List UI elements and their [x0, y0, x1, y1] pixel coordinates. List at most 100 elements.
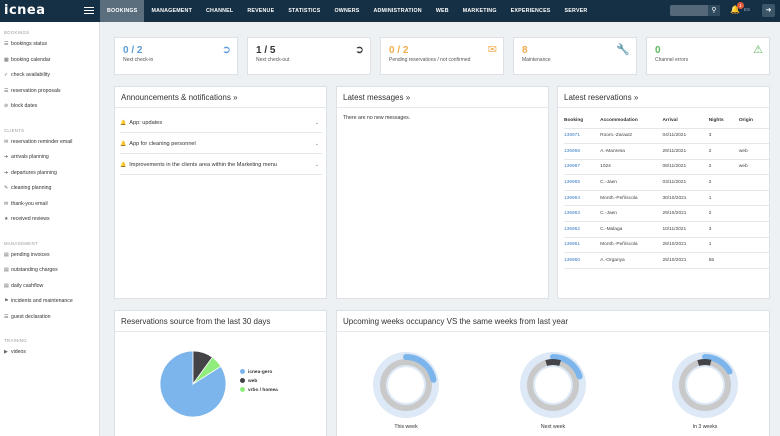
table-row[interactable]: 136963 C.-Jaen 29/10/2021 2	[564, 205, 769, 223]
chevron-down-icon[interactable]: ⌄	[314, 162, 319, 168]
sidebar-item-cleaning-planning[interactable]: ✎ cleaning planning	[4, 185, 51, 191]
column-header-arrival[interactable]: Arrival	[662, 114, 709, 129]
legend-item[interactable]: icnea-gero	[240, 369, 272, 375]
sidebar-item-block-dates[interactable]: ⊘ block dates	[4, 103, 37, 109]
sidebar-section-title: MANAGEMENT	[4, 240, 38, 246]
legend-label: vrbo / homea	[248, 387, 278, 393]
sidebar-item-bookings-status[interactable]: ☰ bookings status	[4, 41, 47, 47]
sidebar-item-check-availability[interactable]: ✓ check availability	[4, 72, 50, 78]
table-row[interactable]: 136968 A.-Manresa 29/11/2021 2 web	[564, 143, 769, 160]
gauge-this-year-arc[interactable]	[702, 354, 733, 375]
gauge-this-year-arc[interactable]	[403, 354, 437, 383]
sidebar-item-received-reviews[interactable]: ★ received reviews	[4, 216, 50, 222]
column-header-accommodation[interactable]: Accommodation	[600, 114, 663, 129]
nav-tab-owners[interactable]: OWNERS	[334, 8, 360, 14]
menu-icon[interactable]	[84, 5, 94, 15]
gauge-last-year-arc[interactable]	[697, 359, 712, 366]
search-icon[interactable]: ⚲	[708, 5, 720, 16]
nav-tab-web[interactable]: WEB	[435, 8, 449, 14]
source-panel: Reservations source from the last 30 day…	[114, 310, 327, 436]
booking-link[interactable]: 136962	[564, 221, 601, 238]
logo[interactable]: icnea	[4, 3, 46, 18]
announcement-item[interactable]: 🔔 App for cleaning personnel ⌄	[120, 135, 322, 154]
sidebar-item-departures-planning[interactable]: ➜ departures planning	[4, 170, 57, 176]
nav-tab-experiences[interactable]: EXPERIENCES	[510, 8, 551, 14]
nav-tab-marketing[interactable]: MARKETING	[462, 8, 497, 14]
table-row[interactable]: 136961 Month.-Peñíscola 28/10/2021 1	[564, 237, 769, 254]
stat-card[interactable]: 0 / 2 Next check-in ➲	[114, 37, 238, 75]
announcements-title[interactable]: Announcements & notifications »	[121, 93, 238, 102]
table-row[interactable]: 136960 A.-Organya 25/10/2021 55	[564, 252, 769, 269]
sidebar-item-reservation-reminder-email[interactable]: ✉ reservation reminder email	[4, 139, 72, 145]
announcement-item[interactable]: 🔔 App: updates ⌄	[120, 114, 322, 133]
table-row[interactable]: 136962 C.-Malaga 10/11/2021 3	[564, 221, 769, 238]
sidebar-item-incidents-and-maintenance[interactable]: ⚑ incidents and maintenance	[4, 298, 73, 304]
booking-link[interactable]: 136961	[564, 237, 601, 254]
occupancy-title: Upcoming weeks occupancy VS the same wee…	[343, 317, 568, 326]
envelope-icon: ✉	[487, 44, 497, 56]
sidebar-item-videos[interactable]: ▶ videos	[4, 349, 26, 355]
divider	[558, 107, 769, 108]
column-header-nights[interactable]: Nights	[708, 114, 739, 129]
nav-tab-administration[interactable]: ADMINISTRATION	[373, 8, 422, 14]
stat-card[interactable]: 0 / 2 Pending reservations / not confirme…	[380, 37, 504, 75]
stat-label: Maintenance	[522, 57, 551, 63]
nav-tab-revenue[interactable]: REVENUE	[247, 8, 275, 14]
bell-icon: 🔔	[120, 141, 127, 147]
pie-slice-vrbo-homea[interactable]	[192, 356, 222, 385]
booking-link[interactable]: 136964	[564, 190, 601, 207]
block-icon: ⊘	[4, 103, 9, 109]
booking-link[interactable]: 136971	[564, 128, 601, 145]
announcement-item[interactable]: 🔔 Improvements in the clients area within…	[120, 156, 322, 175]
column-header-booking[interactable]: Booking	[564, 114, 601, 129]
nav-tab-server[interactable]: SERVER	[564, 8, 588, 14]
reservations-title[interactable]: Latest reservations »	[564, 93, 639, 102]
table-cell: C.-Jaen	[600, 205, 663, 223]
sidebar-item-booking-calendar[interactable]: ▦ booking calendar	[4, 57, 51, 63]
messages-title[interactable]: Latest messages »	[343, 93, 411, 102]
booking-link[interactable]: 136960	[564, 252, 601, 269]
language-selector[interactable]: ES	[744, 7, 751, 12]
search-input[interactable]: ⚲	[670, 5, 720, 16]
stat-card[interactable]: 8 Maintenance 🔧	[513, 37, 637, 75]
nav-tab-channel[interactable]: CHANNEL	[206, 8, 234, 14]
stat-card[interactable]: 1 / 5 Next check-out ➲	[247, 37, 371, 75]
chevron-down-icon[interactable]: ⌄	[314, 120, 319, 126]
booking-link[interactable]: 136967	[564, 159, 601, 176]
table-cell: 28/10/2021	[662, 237, 709, 254]
table-row[interactable]: 136964 Month.-Peñíscola 30/10/2021 1	[564, 190, 769, 207]
table-cell: A.-Organya	[600, 252, 663, 269]
table-cell	[738, 190, 769, 207]
sidebar-item-reservation-proposals[interactable]: ☰ reservation proposals	[4, 88, 61, 94]
booking-link[interactable]: 136968	[564, 143, 601, 160]
booking-link[interactable]: 136963	[564, 205, 601, 223]
nav-tab-bookings[interactable]: BOOKINGS	[100, 0, 145, 22]
logout-icon[interactable]: ➜	[762, 4, 775, 17]
table-cell: Month.-Peñíscola	[600, 237, 663, 254]
nav-tab-statistics[interactable]: STATISTICS	[288, 8, 321, 14]
sidebar-item-guest-declaration[interactable]: ☰ guest declaration	[4, 314, 51, 320]
sidebar-item-thank-you-email[interactable]: ✉ thank-you email	[4, 201, 48, 207]
table-row[interactable]: 136967 1024 08/11/2021 2 web	[564, 159, 769, 176]
sidebar-item-outstanding-charges[interactable]: ▤ outstanding charges	[4, 267, 58, 273]
gauge-this-year-arc[interactable]	[550, 354, 583, 380]
table-row[interactable]: 136971 Room.-Zarautz 04/11/2021 3	[564, 128, 769, 145]
chevron-down-icon[interactable]: ⌄	[314, 141, 319, 147]
table-row[interactable]: 136965 C.-Jaen 03/11/2021 2	[564, 174, 769, 191]
sidebar-item-daily-cashflow[interactable]: ▤ daily cashflow	[4, 283, 43, 289]
bell-icon[interactable]: 🔔	[730, 5, 740, 14]
stat-value: 0	[655, 45, 661, 56]
charges-icon: ▤	[4, 267, 9, 273]
nav-tab-management[interactable]: MANAGEMENT	[151, 8, 193, 14]
stat-card[interactable]: 0 Channel errors ⚠	[646, 37, 770, 75]
table-cell: C.-Jaen	[600, 174, 663, 191]
column-header-origin[interactable]: Origin	[738, 114, 769, 129]
cashflow-icon: ▤	[4, 282, 9, 289]
sidebar-item-arrivals-planning[interactable]: ➜ arrivals planning	[4, 154, 49, 160]
legend-item[interactable]: web	[240, 378, 257, 384]
gauge-last-year-arc[interactable]	[545, 359, 562, 367]
booking-link[interactable]: 136965	[564, 174, 601, 191]
bell-icon: 🔔	[120, 162, 127, 168]
sidebar-item-pending-invoices[interactable]: ▤ pending invoices	[4, 252, 50, 258]
legend-item[interactable]: vrbo / homea	[240, 387, 278, 393]
